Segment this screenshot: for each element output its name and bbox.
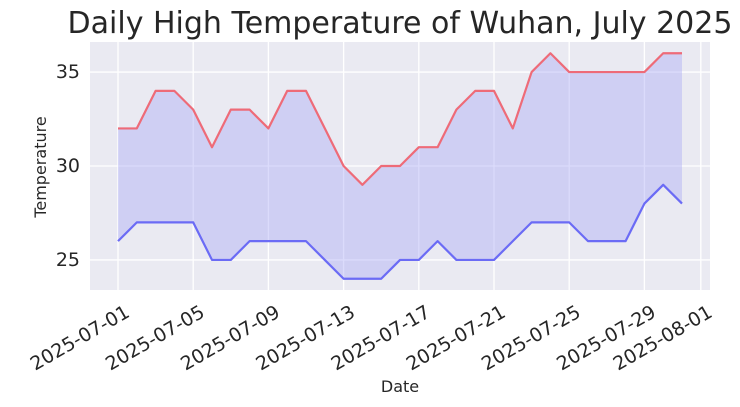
y-axis-label: Temperature xyxy=(31,116,50,218)
chart-title: Daily High Temperature of Wuhan, July 20… xyxy=(68,6,733,41)
series-lines xyxy=(117,52,683,280)
y-tick-label: 35 xyxy=(56,61,80,83)
y-tick-labels: 25 30 35 xyxy=(56,61,80,271)
y-tick-label: 25 xyxy=(56,249,80,271)
x-axis-label: Date xyxy=(381,377,419,396)
y-tick-label: 30 xyxy=(56,155,80,177)
series-line-high xyxy=(118,52,682,186)
x-tick-labels: 2025-07-012025-07-052025-07-092025-07-13… xyxy=(27,301,716,375)
series-line-low xyxy=(117,183,683,280)
